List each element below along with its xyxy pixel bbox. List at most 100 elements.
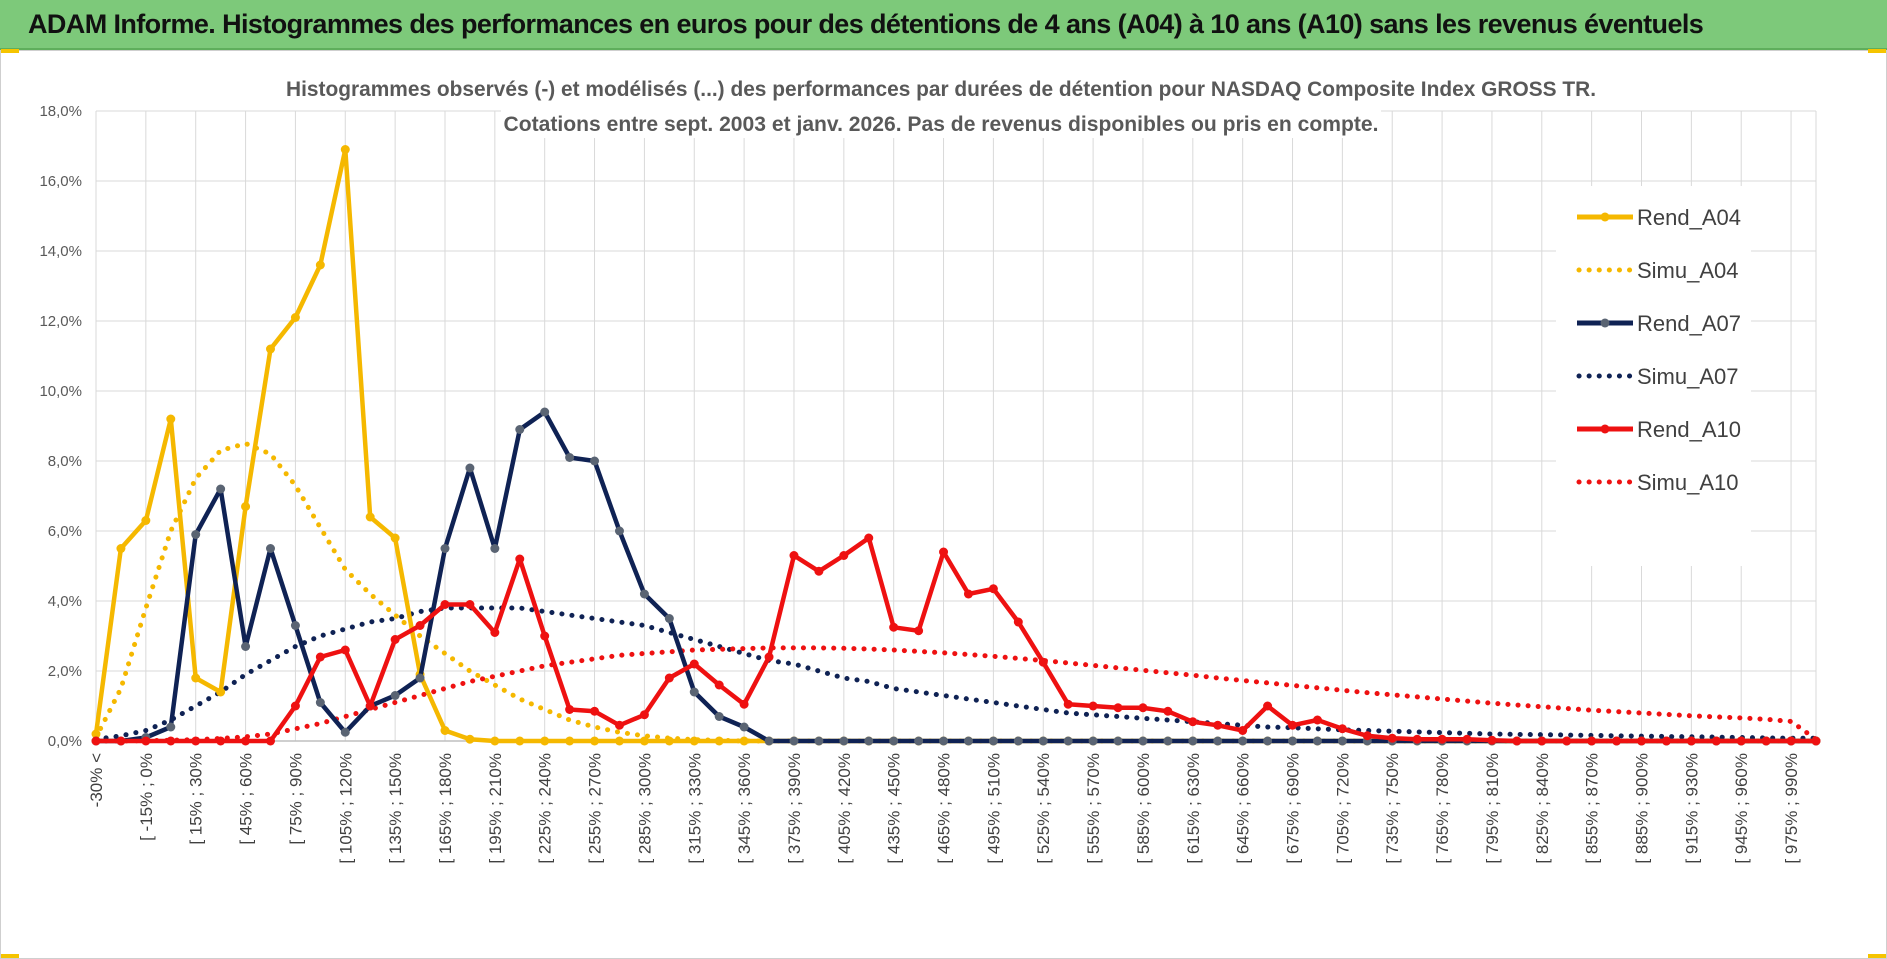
data-point [689,659,699,669]
legend-label: Simu_A07 [1637,364,1739,389]
x-tick-label: [ 225% ; 240% [536,753,555,864]
y-tick-label: 16,0% [39,173,82,190]
data-point [1462,734,1472,744]
data-point [1238,736,1248,746]
data-point [1063,736,1073,746]
data-point [1113,703,1123,713]
data-point [515,554,525,564]
data-point [614,736,624,746]
x-tick-label: [ -15% ; 0% [137,753,156,841]
data-point [914,736,924,746]
data-point [1387,733,1397,743]
series-rend-a10 [91,533,1821,746]
data-point [1163,706,1173,716]
data-point [1213,736,1223,746]
y-tick-label: 18,0% [39,103,82,120]
data-point [1038,657,1048,667]
x-tick-label: [ 735% ; 750% [1383,753,1402,864]
data-point [1437,734,1447,744]
data-point [116,544,126,553]
x-tick-label: [ 645% ; 660% [1234,753,1253,864]
data-point [290,313,300,322]
data-point [664,614,674,623]
data-point [889,736,899,746]
data-point [1736,736,1746,746]
x-tick-label: [ 255% ; 270% [586,753,605,864]
x-tick-label: [ 15% ; 30% [187,753,206,845]
data-point [415,621,425,630]
data-point [1761,736,1771,746]
series-simu-a07 [93,605,1819,742]
data-point [1412,734,1422,744]
data-point [540,407,550,417]
data-point [963,589,973,599]
data-point [639,589,649,599]
data-point [166,736,176,746]
data-point [340,145,350,154]
data-point [714,712,724,721]
y-tick-label: 12,0% [39,313,82,330]
data-point [1063,699,1073,709]
data-point [1188,717,1198,727]
data-point [814,566,824,576]
x-tick-label: [ 375% ; 390% [785,753,804,864]
corner-marker-bl [1,954,19,958]
data-point [241,502,251,511]
data-point [614,720,624,730]
y-tick-label: 10,0% [39,383,82,400]
x-tick-labels: -30% < [ -15% ; 0% [ 15% ; 30% [ 45% ; 60% [… [87,753,1801,864]
data-point [1337,736,1347,746]
data-point [191,530,201,539]
data-point [565,453,575,462]
chart-frame: 0,0% 2,0% 4,0% 6,0% 8,0% 10,0% 12,0% 14,0% 16,0%… [0,49,1887,959]
y-tick-label: 2,0% [48,663,82,680]
data-point [1088,736,1098,746]
data-point [1562,736,1572,746]
series-line [93,441,1819,744]
x-tick-label: [ 405% ; 420% [835,753,854,864]
data-point [1312,715,1322,725]
x-tick-label: [ 885% ; 900% [1633,753,1652,864]
data-point [1487,735,1497,745]
data-point [1263,736,1273,746]
series-line [93,605,1819,742]
data-point [315,260,325,270]
data-point [1312,736,1322,746]
data-point [390,691,400,700]
chart-title: Histogrammes observés (-) et modélisés (… [286,78,1596,101]
series-layer [91,145,1821,746]
subtitle-bg [501,108,1381,138]
x-tick-label: -30% < [87,753,106,807]
data-point [216,687,226,697]
data-point [590,706,600,716]
data-point [290,621,300,630]
data-point [315,698,325,707]
data-point [963,736,973,746]
banner-title: ADAM Informe. Histogrammes des performan… [28,9,1704,39]
data-point [1238,726,1248,735]
legend-label: Simu_A04 [1637,258,1739,283]
data-point [1512,736,1522,746]
x-tick-label: [ 975% ; 990% [1782,753,1801,864]
data-point [540,631,550,641]
series-line [93,535,1819,744]
data-point [1637,736,1647,746]
data-point [614,526,624,536]
x-tick-label: [ 345% ; 360% [735,753,754,864]
x-tick-label: [ 285% ; 300% [635,753,654,864]
data-point [1263,701,1273,711]
x-tick-label: [ 765% ; 780% [1433,753,1452,864]
data-point [889,622,899,632]
data-point [739,699,749,709]
data-point [664,736,674,746]
data-point [864,736,874,746]
x-tick-label: [ 315% ; 330% [685,753,704,864]
data-point [988,584,998,594]
data-point [265,544,275,553]
data-point [490,736,500,746]
x-tick-label: [ 585% ; 600% [1134,753,1153,864]
data-point [490,628,500,637]
data-point [216,736,226,746]
data-point [315,652,325,662]
x-tick-label: [ 495% ; 510% [984,753,1003,864]
